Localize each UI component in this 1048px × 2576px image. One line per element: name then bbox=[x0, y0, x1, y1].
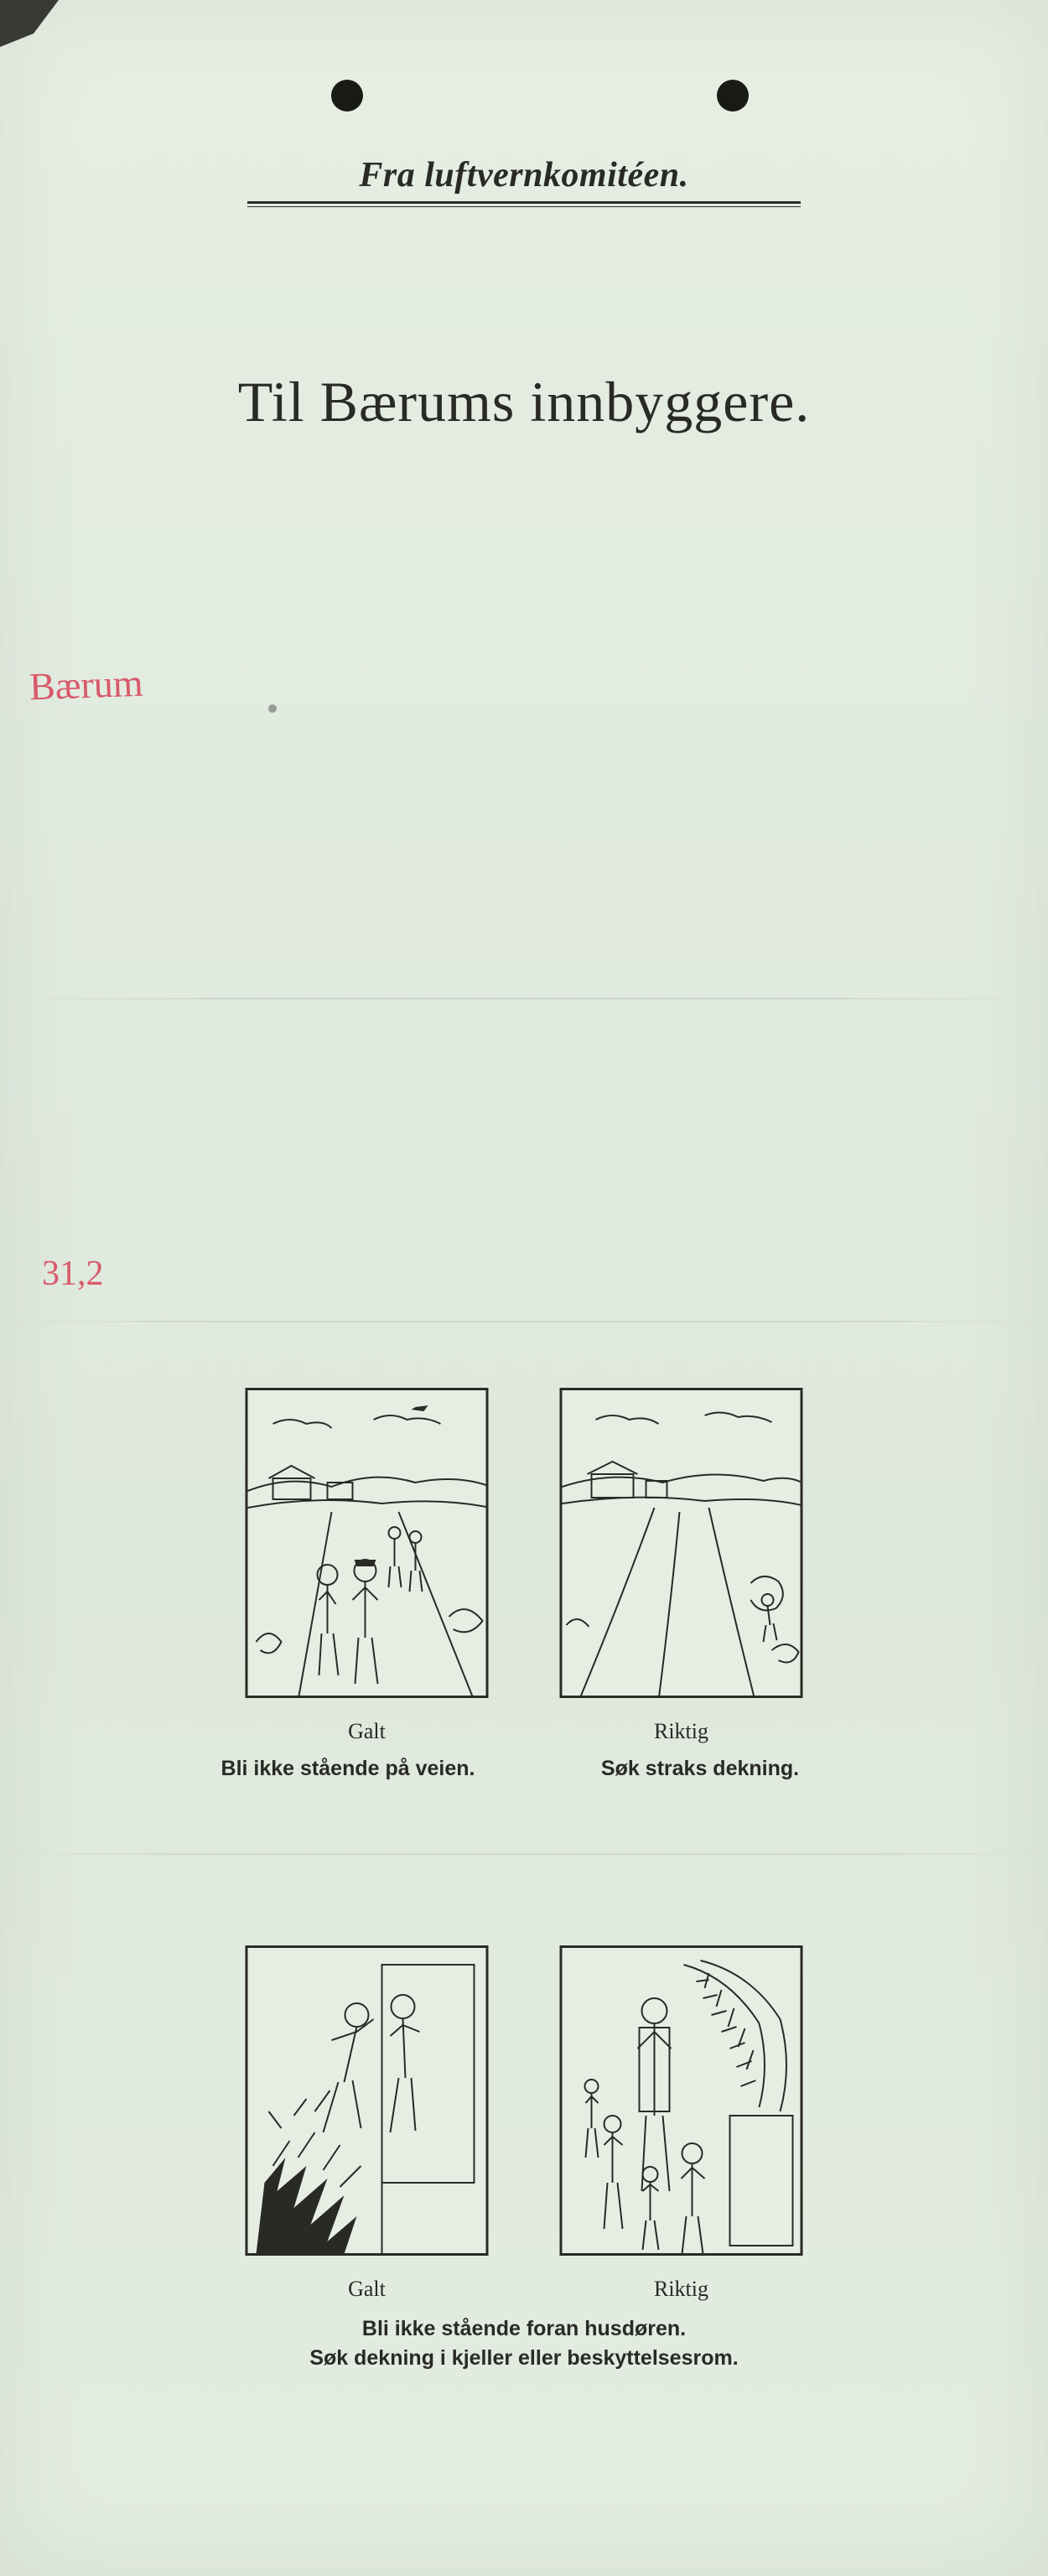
fold-line bbox=[0, 1853, 1048, 1855]
torn-corner bbox=[0, 0, 84, 67]
main-title: Til Bærums innbyggere. bbox=[238, 369, 811, 435]
fold-line bbox=[0, 998, 1048, 1000]
panel-wrong-road: Galt bbox=[246, 1388, 489, 1744]
header-underline bbox=[247, 201, 801, 207]
caption-right-road: Søk straks dekning. bbox=[541, 1757, 859, 1781]
handwritten-note-1: Bærum bbox=[29, 661, 143, 709]
illustration-basement-shelter bbox=[560, 1945, 803, 2256]
illustration-empty-road bbox=[560, 1388, 803, 1698]
caption-wrong-road: Bli ikke stående på veien. bbox=[189, 1757, 507, 1781]
panel-label-wrong: Galt bbox=[348, 1719, 386, 1744]
fold-line bbox=[0, 1321, 1048, 1322]
illustration-people-on-road bbox=[246, 1388, 489, 1698]
caption-door-line1: Bli ikke stående foran husdøren. bbox=[231, 2314, 817, 2344]
panel-label-right-2: Riktig bbox=[654, 2277, 708, 2302]
caption-row-2: Bli ikke stående foran husdøren. Søk dek… bbox=[231, 2314, 817, 2373]
header-source: Fra luftvernkomitéen. bbox=[359, 155, 688, 195]
illustration-explosion-door bbox=[246, 1945, 489, 2256]
panel-right-road: Riktig bbox=[560, 1388, 803, 1744]
illustration-row-1: Galt bbox=[246, 1388, 803, 1744]
document-page: Fra luftvernkomitéen. Til Bærums innbygg… bbox=[0, 0, 1048, 2576]
panel-label-wrong-2: Galt bbox=[348, 2277, 386, 2302]
panel-wrong-door: Galt bbox=[246, 1945, 489, 2302]
punch-hole-right bbox=[717, 80, 749, 112]
ink-smudge bbox=[268, 704, 277, 713]
handwritten-note-2: 31,2 bbox=[42, 1254, 104, 1294]
panel-label-right: Riktig bbox=[654, 1719, 708, 1744]
caption-door-line2: Søk dekning i kjeller eller beskyttelses… bbox=[231, 2344, 817, 2373]
illustration-row-2: Galt bbox=[246, 1945, 803, 2302]
panel-right-shelter: Riktig bbox=[560, 1945, 803, 2302]
punch-hole-left bbox=[331, 80, 363, 112]
caption-row-1: Bli ikke stående på veien. Søk straks de… bbox=[189, 1757, 859, 1781]
